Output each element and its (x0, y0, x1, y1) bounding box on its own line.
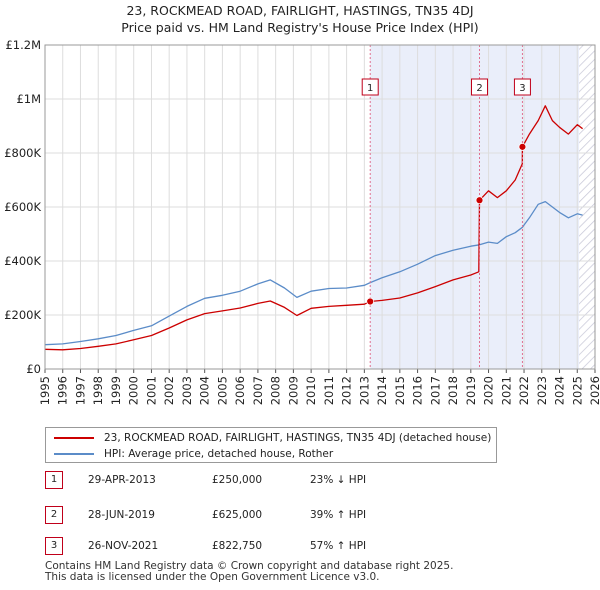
x-tick-label: 1999 (109, 376, 123, 405)
transaction-date: 28-JUN-2019 (88, 509, 155, 521)
x-tick-label: 1997 (73, 376, 87, 405)
legend-label-price-paid: 23, ROCKMEAD ROAD, FAIRLIGHT, HASTINGS, … (104, 432, 492, 444)
y-tick-label: £200K (4, 308, 41, 322)
price-chart: 1 2 3 £0 £200K £400K £600K £800K £1M £1.2M 1995 19… (4, 38, 600, 405)
x-tick-label: 2000 (127, 376, 141, 405)
transaction-date: 26-NOV-2021 (88, 540, 159, 552)
footer-copyright: Contains HM Land Registry data © Crown c… (45, 560, 454, 572)
y-tick-label: £800K (4, 146, 41, 160)
x-tick-label: 2003 (180, 376, 194, 405)
x-tick-label: 2025 (570, 376, 584, 405)
price-paid-line (45, 105, 583, 351)
legend-item-price-paid: 23, ROCKMEAD ROAD, FAIRLIGHT, HASTINGS, … (54, 431, 491, 445)
x-tick-label: 2026 (588, 376, 600, 405)
x-tick-label: 2012 (340, 376, 354, 405)
x-tick-label: 2009 (286, 376, 300, 405)
x-tick-label: 2007 (251, 376, 265, 405)
x-tick-label: 2020 (482, 376, 496, 405)
x-tick-label: 2024 (553, 376, 567, 405)
footer: Contains HM Land Registry data © Crown c… (45, 561, 453, 583)
table-row: 1 29-APR-2013 £250,000 23% ↓ HPI (45, 471, 545, 491)
transaction-hpi-diff: 57% ↑ HPI (310, 540, 367, 552)
transaction-badge: 2 (45, 506, 63, 524)
plot-frame (44, 44, 596, 370)
x-tick-label: 2002 (162, 376, 176, 405)
y-tick-label: £0 (26, 362, 41, 376)
table-row: 2 28-JUN-2019 £625,000 39% ↑ HPI (45, 506, 545, 526)
transaction-date: 29-APR-2013 (88, 474, 156, 486)
table-row: 3 26-NOV-2021 £822,750 57% ↑ HPI (45, 537, 545, 557)
transaction-hpi-diff: 23% ↓ HPI (310, 474, 367, 486)
x-tick-label: 2014 (375, 376, 389, 405)
chart-subtitle: Price paid vs. HM Land Registry's House … (121, 20, 479, 35)
legend-swatch-hpi (54, 453, 94, 455)
legend: 23, ROCKMEAD ROAD, FAIRLIGHT, HASTINGS, … (45, 427, 497, 463)
chart-title: 23, ROCKMEAD ROAD, FAIRLIGHT, HASTINGS, … (126, 3, 474, 18)
x-tick-label: 2005 (215, 376, 229, 405)
transaction-price: £250,000 (212, 474, 263, 486)
x-tick-label: 2013 (357, 376, 371, 405)
x-tick-label: 2010 (304, 376, 318, 405)
legend-item-hpi: HPI: Average price, detached house, Roth… (54, 447, 333, 461)
x-tick-label: 2017 (428, 376, 442, 405)
x-tick-label: 2006 (233, 376, 247, 405)
y-tick-label: £1M (16, 92, 41, 106)
y-tick-label: £600K (4, 200, 41, 214)
legend-swatch-price-paid (54, 437, 94, 439)
transaction-label: 2 (476, 83, 482, 94)
transaction-label-box (471, 78, 488, 96)
x-tick-label: 1995 (38, 376, 52, 405)
x-tick-label: 2023 (535, 376, 549, 405)
x-tick-label: 2019 (464, 376, 478, 405)
x-tick-label: 2016 (411, 376, 425, 405)
x-tick-label: 2015 (393, 376, 407, 405)
sale-point (475, 196, 484, 205)
sale-point (518, 142, 527, 151)
transaction-price: £822,750 (212, 540, 263, 552)
x-tick-label: 1998 (91, 376, 105, 405)
legend-label-hpi: HPI: Average price, detached house, Roth… (104, 448, 334, 460)
x-tick-label: 1996 (56, 376, 70, 405)
y-tick-label: £400K (4, 254, 41, 268)
transaction-badge: 3 (45, 537, 63, 555)
transaction-label: 1 (367, 83, 373, 94)
transaction-label-box (513, 78, 531, 96)
y-tick-label: £1.2M (5, 38, 41, 52)
x-tick-label: 2021 (499, 376, 513, 405)
transaction-price: £625,000 (212, 509, 263, 521)
transaction-badge: 1 (45, 471, 63, 489)
sale-point (366, 297, 375, 306)
x-tick-label: 2004 (198, 376, 212, 405)
transaction-label-box (361, 78, 379, 96)
x-tick-label: 2018 (446, 376, 460, 405)
x-tick-label: 2022 (517, 376, 531, 405)
transaction-hpi-diff: 39% ↑ HPI (310, 509, 367, 521)
x-tick-label: 2008 (269, 376, 283, 405)
x-tick-label: 2001 (144, 376, 158, 405)
transaction-label: 3 (519, 83, 525, 94)
x-tick-label: 2011 (322, 376, 336, 405)
footer-licence: This data is licensed under the Open Gov… (45, 571, 380, 583)
